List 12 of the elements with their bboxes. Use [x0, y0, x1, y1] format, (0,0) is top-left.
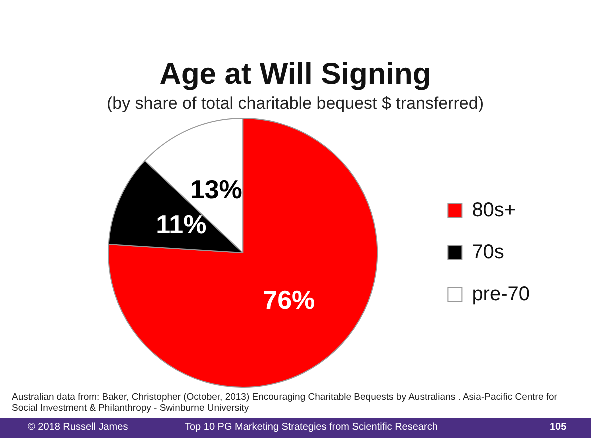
legend-label: 70s: [472, 242, 504, 264]
text: © 2018 Russell James: [28, 422, 128, 433]
data-label: 13%: [190, 174, 242, 204]
chart-subtitle: (by share of total charitable bequest $ transferred): [106, 94, 486, 114]
text: Top 10 PG Marketing Strategies from Scientific Research: [185, 422, 438, 433]
data-label: 76%: [263, 285, 316, 316]
data-label: 11%: [156, 209, 207, 240]
legend-label: pre-70: [472, 284, 530, 306]
text: 105: [550, 422, 567, 433]
chart-title: Age at Will Signing: [158, 58, 432, 92]
text: Australian data from: Baker, Christopher (October, 2013) Encouraging Charitable Bequests by Australians . Asia-Pacific Centre for Social Investment & Philanthropy - Swinburne University: [12, 392, 558, 414]
legend-label: 80s+: [472, 200, 516, 222]
